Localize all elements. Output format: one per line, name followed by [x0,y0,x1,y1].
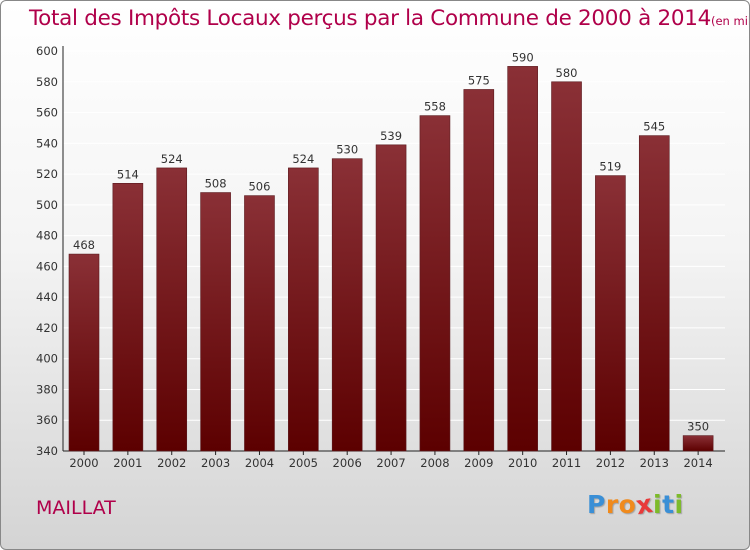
logo-letter: r [605,490,619,519]
bar-2005 [288,167,319,452]
bar-2010 [507,66,538,452]
x-tick-label: 2011 [552,456,581,470]
chart-title: Total des Impôts Locaux perçus par la Co… [29,6,749,31]
value-label: 580 [556,66,578,80]
y-tick-label: 380 [36,382,58,396]
bar-2002 [156,167,188,452]
value-label: 514 [117,167,139,181]
y-tick-label: 540 [36,136,58,150]
value-label: 468 [73,238,95,252]
chart-title-unit: (en milliers d'€) [711,14,749,28]
x-tick-label: 2004 [245,456,274,470]
value-label: 539 [380,129,402,143]
x-tick-label: 2008 [420,456,449,470]
x-tick-label: 2002 [157,456,186,470]
value-label: 508 [205,177,227,191]
value-label: 506 [248,180,270,194]
value-label: 575 [468,73,490,87]
value-label: 524 [161,152,183,166]
tick-labels: 340 360 380 400 420 440 460 480 500 520 540 560 580 6… [36,44,713,470]
logo-letter: P [587,490,606,519]
logo-letter: i [674,490,684,519]
logo-letter: o [618,490,637,519]
value-label: 558 [424,100,446,114]
logo-letter: i [653,490,663,519]
x-tick-label: 2005 [289,456,318,470]
y-tick-label: 520 [36,167,58,181]
bar-2011 [551,81,582,452]
bar-2006 [331,158,363,452]
value-label: 519 [599,160,621,174]
value-labels: 468 514 524 508 506 524 530 539 558 575 590 580 519 5… [73,50,709,433]
y-tick-label: 420 [36,321,58,335]
y-tick-label: 580 [36,75,58,89]
x-tick-label: 2000 [69,456,98,470]
y-tick-label: 360 [36,413,58,427]
y-tick-label: 460 [36,259,58,273]
bar-2013 [638,135,670,452]
value-label: 524 [292,152,314,166]
bar-2014 [682,435,714,452]
x-tick-label: 2010 [508,456,537,470]
value-label: 590 [512,50,534,64]
logo-letter: t [662,490,675,519]
y-tick-label: 400 [36,352,58,366]
y-tick-label: 500 [36,198,58,212]
x-tick-label: 2001 [113,456,142,470]
bar-2004 [244,195,275,452]
y-tick-label: 340 [36,444,58,458]
y-tick-label: 440 [36,290,58,304]
bar-2000 [68,253,100,452]
x-tick-label: 2006 [333,456,362,470]
value-label: 350 [687,420,709,434]
bar-2009 [463,89,495,452]
x-tick-label: 2013 [640,456,669,470]
y-tick-label: 560 [36,106,58,120]
y-tick-label: 480 [36,229,58,243]
chart-title-main: Total des Impôts Locaux perçus par la Co… [29,6,711,31]
value-label: 530 [336,143,358,157]
commune-name: MAILLAT [36,497,116,519]
bar-2001 [112,183,144,452]
bar-2007 [375,144,407,452]
value-label: 545 [643,120,665,134]
bar-2003 [200,192,231,452]
proxiti-logo[interactable]: Proxiti [587,489,684,520]
x-tick-label: 2009 [464,456,493,470]
bar-2008 [419,115,451,452]
x-tick-label: 2012 [596,456,625,470]
x-tick-label: 2014 [683,456,712,470]
y-tick-label: 600 [36,44,58,58]
x-tick-label: 2007 [376,456,405,470]
bars [68,66,714,452]
x-tick-label: 2003 [201,456,230,470]
bar-2012 [595,175,626,452]
